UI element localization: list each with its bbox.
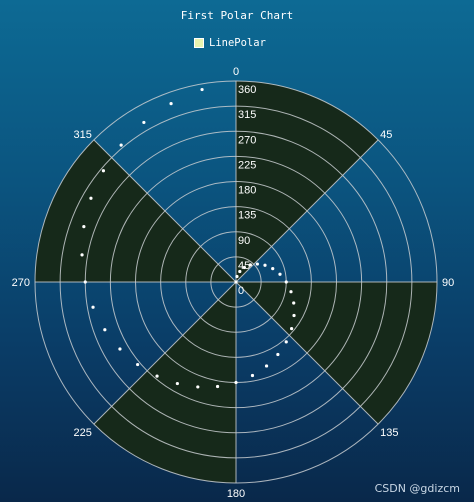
angle-tick-label: 90 [442, 277, 454, 289]
radius-tick-label: 90 [238, 235, 250, 247]
radius-tick-label: 135 [238, 210, 256, 222]
shaded-sector [35, 139, 236, 282]
radius-axis-labels: 0 45 90 135 180 225 270 315 360 [238, 84, 256, 297]
radius-tick-label: 225 [238, 159, 256, 171]
data-point [264, 364, 269, 368]
angle-tick-label: 45 [380, 129, 392, 141]
data-point [238, 269, 242, 274]
data-point [175, 381, 179, 386]
data-point [278, 272, 282, 276]
radius-tick-label: 270 [238, 134, 256, 146]
legend[interactable]: LinePolar [194, 37, 266, 49]
data-point [250, 373, 255, 378]
data-point [89, 196, 93, 200]
data-point [142, 120, 146, 125]
data-points [80, 87, 296, 389]
grid-spoke [93, 281, 237, 425]
grid-spoke [93, 139, 237, 283]
data-point [271, 267, 275, 271]
data-point [255, 262, 259, 266]
shaded-sector [93, 282, 236, 483]
data-point [136, 362, 140, 367]
radius-tick-label: 315 [238, 109, 256, 121]
data-point [91, 305, 95, 309]
legend-label: LinePolar [209, 37, 266, 49]
data-point [284, 340, 288, 344]
radius-tick-label: 0 [238, 285, 244, 297]
grid-spoke [235, 281, 379, 425]
radius-tick-label: 360 [238, 84, 256, 96]
data-point [292, 313, 296, 318]
watermark: CSDN @gdizcm [374, 482, 460, 495]
angle-tick-label: 225 [74, 427, 92, 439]
data-point [234, 380, 238, 385]
radius-tick-label: 180 [238, 185, 256, 197]
data-point [234, 280, 238, 284]
radial-grid [34, 80, 438, 484]
data-point [119, 143, 123, 147]
data-point [215, 384, 220, 389]
shaded-sector [236, 81, 379, 282]
data-point [284, 280, 288, 284]
data-point [276, 352, 280, 357]
data-point [200, 87, 204, 92]
data-point [83, 280, 87, 284]
data-point [242, 265, 246, 270]
radius-tick-label: 45 [238, 260, 250, 272]
grid-spoke [235, 139, 379, 283]
data-point [101, 169, 106, 173]
data-point [263, 263, 267, 267]
legend-swatch [194, 38, 204, 48]
angle-axis-labels: 0 45 90 135 180 225 270 315 [12, 66, 455, 500]
data-point [196, 385, 200, 389]
data-point [82, 225, 86, 229]
data-point [248, 263, 252, 267]
data-point [235, 274, 239, 279]
data-point [155, 374, 159, 378]
data-point [169, 102, 173, 106]
data-point [118, 347, 122, 351]
data-point [289, 290, 293, 294]
shaded-sector [236, 282, 437, 425]
data-point [103, 328, 107, 332]
angle-tick-label: 315 [74, 129, 92, 141]
angle-tick-label: 135 [380, 427, 398, 439]
shaded-sectors [35, 81, 437, 483]
angle-tick-label: 0 [233, 66, 239, 78]
data-point [292, 301, 296, 305]
angle-tick-label: 180 [227, 488, 245, 500]
angle-tick-label: 270 [12, 277, 30, 289]
data-point [290, 327, 294, 331]
chart-title: First Polar Chart [180, 9, 294, 22]
data-point [80, 253, 84, 257]
